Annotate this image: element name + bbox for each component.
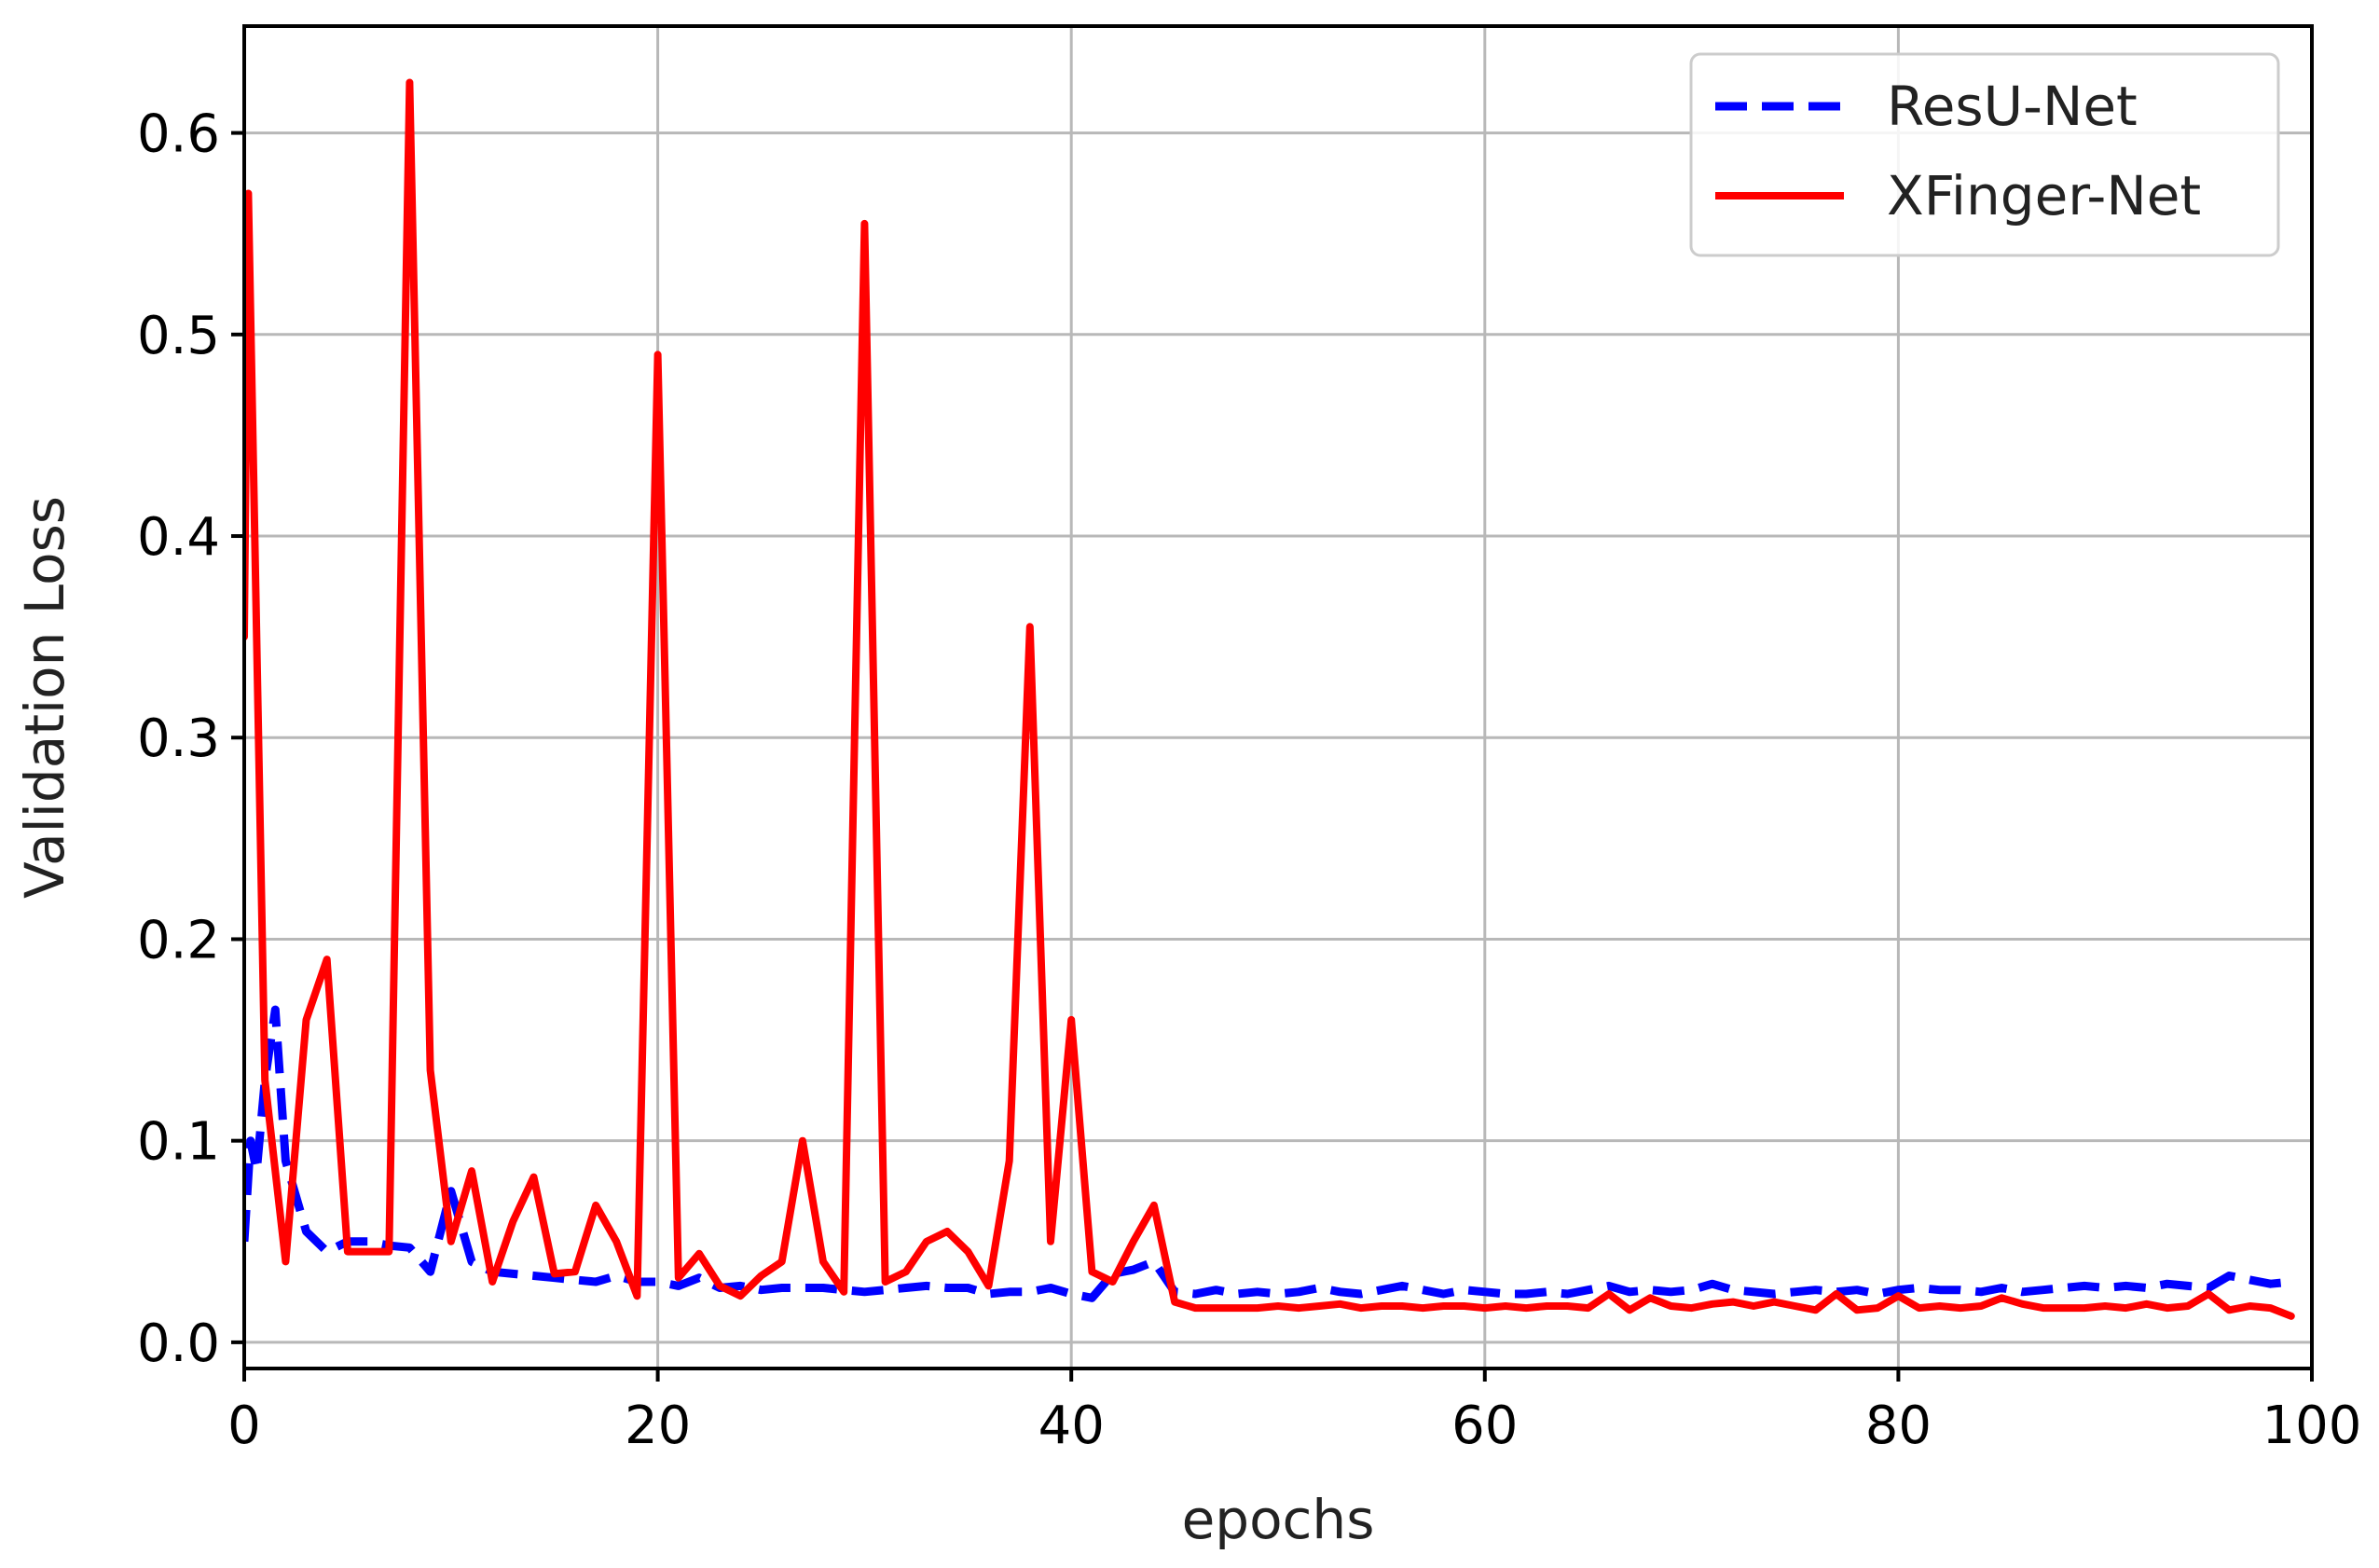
x-tick-label: 60 bbox=[1451, 1396, 1518, 1456]
x-tick-label: 100 bbox=[2262, 1396, 2362, 1456]
y-tick-label: 0.4 bbox=[137, 507, 220, 568]
y-tick-label: 0.5 bbox=[137, 306, 220, 366]
grid bbox=[242, 26, 2314, 1369]
y-tick-label: 0.0 bbox=[137, 1314, 220, 1374]
ticks: 0 20 40 60 80 100 0.0 0.1 0.2 0.3 0.4 0.5 0.6 bbox=[137, 104, 2362, 1456]
x-tick-label: 20 bbox=[625, 1396, 691, 1456]
series-line-resu-net bbox=[244, 1005, 2292, 1302]
y-axis-label: Validation Loss bbox=[13, 496, 76, 899]
x-tick-label: 40 bbox=[1038, 1396, 1105, 1456]
y-tick-label: 0.1 bbox=[137, 1112, 220, 1173]
legend-label: XFinger-Net bbox=[1887, 164, 2201, 227]
x-axis-label: epochs bbox=[1182, 1488, 1375, 1551]
y-tick-label: 0.3 bbox=[137, 708, 220, 769]
x-tick-label: 0 bbox=[227, 1396, 261, 1456]
plot-frame bbox=[242, 24, 2314, 1370]
x-tick-label: 80 bbox=[1865, 1396, 1932, 1456]
y-tick-label: 0.2 bbox=[137, 910, 220, 970]
legend-label: ResU-Net bbox=[1887, 75, 2138, 138]
series-line-xfinger-net bbox=[244, 78, 2295, 1320]
y-tick-label: 0.6 bbox=[137, 104, 220, 165]
legend: ResU-Net XFinger-Net bbox=[1689, 52, 2280, 257]
series-layer bbox=[244, 78, 2295, 1320]
